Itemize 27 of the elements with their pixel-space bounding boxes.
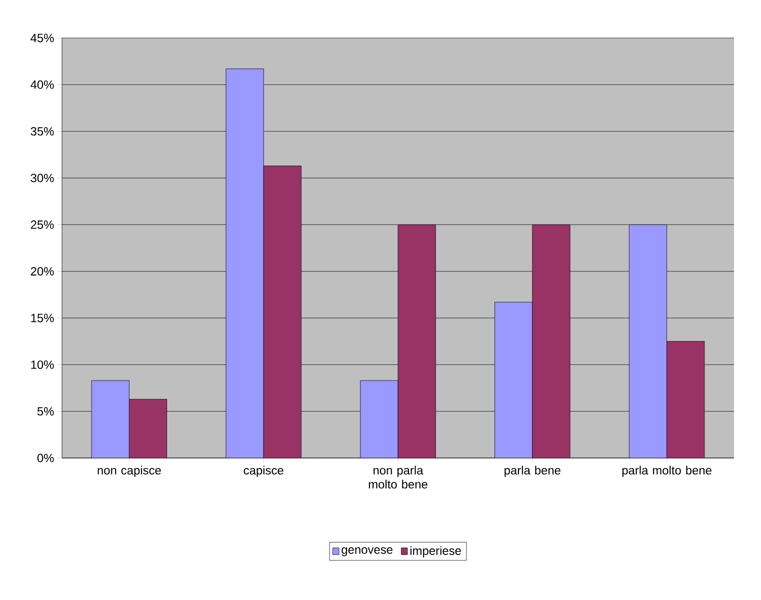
y-tick-label: 5%: [37, 407, 54, 416]
y-tick-label: 20%: [30, 267, 54, 276]
y-tick-label: 25%: [30, 220, 54, 229]
y-tick-label: 40%: [30, 80, 54, 89]
x-tick-label: capisce: [244, 466, 284, 477]
y-tick-label: 35%: [30, 127, 54, 136]
bar: [494, 302, 533, 458]
bar: [628, 224, 668, 458]
bar: [532, 224, 570, 458]
y-tick-label: 30%: [30, 174, 54, 182]
x-tick-label: non parla molto bene: [368, 466, 428, 488]
legend-label: imperiese: [410, 546, 461, 558]
y-tick-label: 15%: [31, 314, 54, 322]
legend-label: genovese: [342, 547, 392, 556]
bar: [666, 341, 705, 458]
bar: [398, 224, 436, 458]
y-tick-label: 0%: [37, 454, 54, 462]
x-tick-label: parla bene: [504, 466, 560, 477]
x-tick-label: parla molto bene: [622, 466, 712, 477]
y-tick-label: 45%: [30, 34, 54, 42]
bar: [91, 380, 130, 458]
bar: [129, 399, 168, 458]
bar: [263, 166, 302, 458]
bar: [360, 380, 398, 458]
bar: [226, 68, 264, 458]
y-tick-label: 10%: [31, 360, 54, 369]
x-tick-label: non capisce: [98, 466, 161, 477]
